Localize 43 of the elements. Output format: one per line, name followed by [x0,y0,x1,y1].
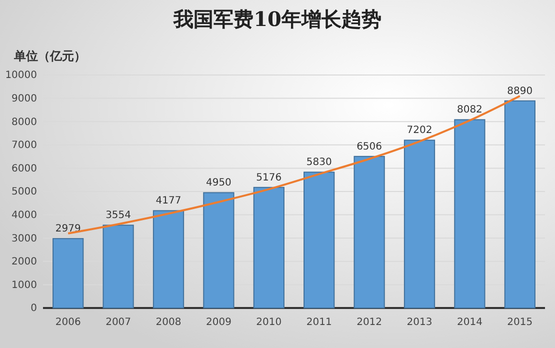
x-tick-label: 2009 [206,317,232,328]
y-tick-label: 9000 [12,94,37,104]
y-tick-label: 7000 [12,140,37,152]
x-tick-label: 2010 [256,317,282,328]
x-tick-label: 2015 [507,317,533,328]
data-label: 4177 [156,196,182,207]
y-tick-label: 5000 [12,186,37,198]
bar [253,186,284,308]
bar [203,192,234,308]
data-label: 6506 [356,141,382,152]
data-label: 5176 [256,172,282,184]
bar [152,210,184,308]
y-tick-label: 3000 [12,233,37,244]
data-label: 2979 [55,224,81,235]
x-tick-label: 2012 [356,317,382,328]
bar [504,100,536,308]
y-tick-label: 2000 [12,256,37,268]
y-tick-label: 4000 [12,210,37,221]
x-tick-label: 2014 [456,317,482,328]
x-tick-label: 2008 [156,317,182,328]
bar [304,172,335,308]
x-tick-label: 2011 [306,317,332,328]
y-tick-label: 6000 [12,163,37,174]
y-tick-label: 0 [30,303,37,314]
x-tick-label: 2006 [55,317,81,328]
bar [404,140,436,308]
bar [354,156,385,308]
chart-title: 我国军费10年增长趋势 [172,7,382,31]
y-axis-title: 单位（亿元） [13,49,86,63]
bar [102,224,134,308]
data-label: 8082 [456,104,482,116]
y-tick-label: 8000 [12,116,37,128]
data-label: 3554 [106,210,132,222]
data-label: 5830 [306,157,332,168]
y-tick-label: 1000 [12,280,37,291]
y-tick-label: 10000 [5,70,37,82]
x-tick-label: 2013 [406,317,432,328]
bar [454,119,486,308]
data-label: 8890 [507,86,533,97]
x-tick-label: 2007 [106,317,132,328]
data-label: 7202 [406,125,432,136]
data-label: 4950 [206,178,232,189]
bar [52,238,84,308]
